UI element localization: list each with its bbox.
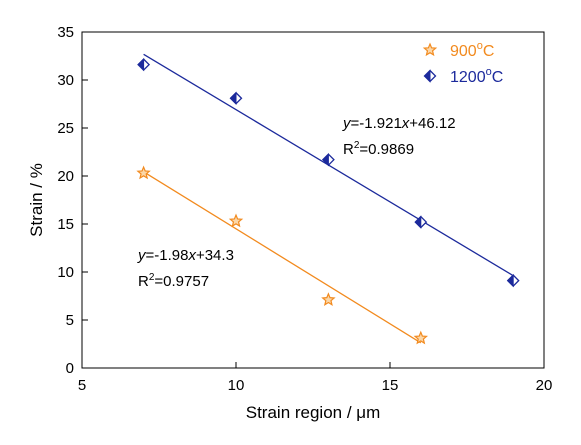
x-tick-label: 10 <box>228 377 245 394</box>
legend-diamond-icon <box>423 69 437 83</box>
legend-star-icon <box>422 42 438 57</box>
legend: 900oC 1200oC <box>422 40 503 86</box>
x-tick-label: 5 <box>78 377 86 394</box>
y-tick-label: 25 <box>57 120 74 137</box>
point-1200c <box>506 273 520 288</box>
y-tick-label: 15 <box>57 216 74 233</box>
point-1200c-fill <box>229 91 237 105</box>
point-900c <box>413 330 428 345</box>
legend-marker-1200c <box>423 69 437 83</box>
y-tick-label: 35 <box>57 24 74 41</box>
point-1200c-fill <box>414 215 422 229</box>
y-axis: 0 5 10 15 20 25 30 35 <box>57 24 88 377</box>
point-1200c <box>229 91 243 105</box>
y-axis-label: Strain / % <box>27 163 46 237</box>
point-900c <box>136 165 151 180</box>
point-1200c-fill <box>137 57 145 72</box>
y-tick-label: 5 <box>66 312 74 329</box>
point-1200c <box>321 152 335 167</box>
point-1200c <box>414 215 428 229</box>
x-tick-label: 20 <box>536 377 553 394</box>
point-900c <box>321 292 336 306</box>
y-tick-label: 20 <box>57 168 74 185</box>
equation-1200c-line: y=-1.921x+46.12 <box>342 115 456 132</box>
y-tick-label: 10 <box>57 264 74 281</box>
legend-label-900c: 900oC <box>450 40 494 60</box>
legend-marker-900c <box>422 42 438 57</box>
y-tick-label: 0 <box>66 360 74 377</box>
x-tick-label: 15 <box>382 377 399 394</box>
point-900c <box>228 213 244 228</box>
plot-frame <box>81 31 545 369</box>
y-tick-label: 30 <box>57 72 74 89</box>
equation-900c: y=-1.98x+34.3 R2=0.9757 <box>137 247 234 290</box>
point-1200c-fill <box>506 273 514 288</box>
x-axis-label: Strain region / μm <box>246 403 381 422</box>
x-axis: 5 10 15 20 <box>78 362 553 394</box>
legend-label-1200c: 1200oC <box>450 66 503 86</box>
point-1200c-fill <box>322 152 329 167</box>
point-1200c <box>137 57 151 72</box>
equation-900c-line: y=-1.98x+34.3 <box>137 247 234 264</box>
r2-1200c: R2=0.9869 <box>343 140 414 158</box>
r2-900c: R2=0.9757 <box>138 272 209 290</box>
fit-line-900c <box>143 171 422 344</box>
plot-area <box>81 31 545 369</box>
equation-1200c: y=-1.921x+46.12 R2=0.9869 <box>342 115 456 158</box>
data-points <box>136 57 520 345</box>
legend-diamond-icon-fill <box>423 69 431 83</box>
